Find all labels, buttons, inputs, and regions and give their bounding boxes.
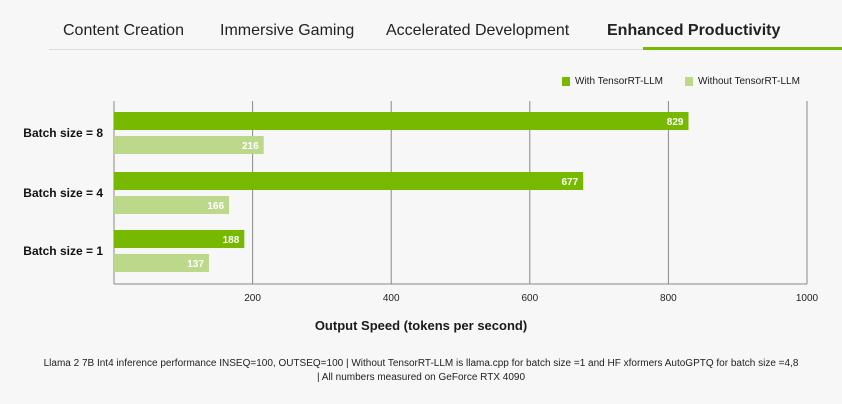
legend-item-with: With TensorRT-LLM — [562, 76, 663, 87]
x-tick-label: 400 — [383, 293, 400, 304]
data-label: 216 — [242, 141, 259, 152]
footnote-line-2: | All numbers measured on GeForce RTX 40… — [316, 372, 526, 383]
tab-content-creation[interactable]: Content Creation — [63, 22, 184, 39]
footnote: Llama 2 7B Int4 inference performance IN… — [20, 357, 822, 385]
x-tick-label: 800 — [660, 293, 677, 304]
tab-bar: Content Creation Immersive Gaming Accele… — [49, 14, 842, 50]
x-tick-label: 1000 — [796, 293, 819, 304]
tab-immersive-gaming[interactable]: Immersive Gaming — [220, 22, 355, 39]
legend-swatch-with — [562, 77, 570, 86]
tab-enhanced-productivity[interactable]: Enhanced Productivity — [607, 22, 781, 39]
tab-accelerated-development[interactable]: Accelerated Development — [386, 22, 570, 39]
data-label: 166 — [207, 201, 224, 212]
bar-without — [114, 196, 230, 214]
bar-with — [114, 112, 689, 130]
legend-label-with: With TensorRT-LLM — [575, 76, 663, 87]
legend-item-without: Without TensorRT-LLM — [685, 76, 800, 87]
bar-with — [114, 172, 584, 190]
data-label: 829 — [667, 117, 684, 128]
x-tick-label: 200 — [244, 293, 261, 304]
bar-without — [114, 254, 209, 272]
footnote-line-1: Llama 2 7B Int4 inference performance IN… — [43, 358, 799, 369]
x-tick-label: 600 — [521, 293, 538, 304]
data-label: 677 — [561, 177, 578, 188]
category-label: Batch size = 8 — [23, 126, 103, 140]
bar-without — [114, 136, 264, 154]
legend-swatch-without — [685, 77, 693, 86]
x-axis-label: Output Speed (tokens per second) — [314, 318, 528, 333]
category-label: Batch size = 1 — [23, 244, 103, 258]
bar-with — [114, 230, 245, 248]
category-label: Batch size = 4 — [23, 186, 103, 200]
active-tab-indicator — [643, 47, 842, 50]
legend-label-without: Without TensorRT-LLM — [698, 76, 800, 87]
data-label: 188 — [223, 235, 240, 246]
data-label: 137 — [187, 259, 204, 270]
